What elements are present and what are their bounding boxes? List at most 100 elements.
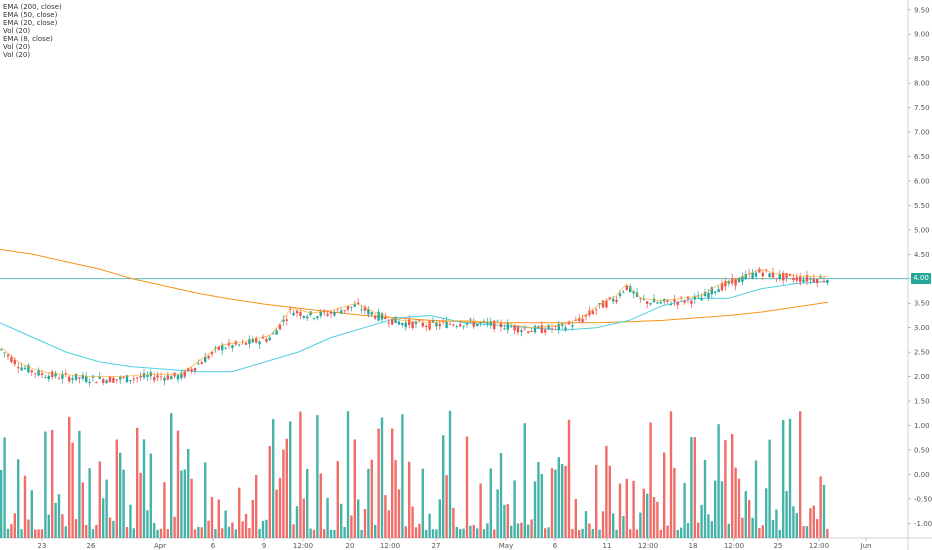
volume-bar (727, 523, 730, 538)
y-tick-label: 6.00 (914, 177, 930, 185)
volume-bar (482, 529, 486, 538)
candle-body (132, 378, 135, 380)
candle-body (129, 380, 132, 382)
legend-ema200[interactable]: EMA (200, close) (3, 3, 62, 11)
candle-body (778, 274, 781, 279)
y-tick-label: 8.50 (914, 55, 930, 63)
volume-bar (479, 483, 482, 538)
candle-body (153, 377, 156, 381)
candle-body (295, 310, 299, 314)
candle-body (615, 299, 618, 302)
volume-bar (326, 497, 329, 538)
volume-bar (663, 452, 666, 538)
volume-bar (278, 477, 282, 538)
candle-body (503, 328, 506, 330)
candle-body (666, 299, 669, 302)
volume-bar (187, 449, 190, 538)
volume-bar (822, 484, 826, 538)
candle-body (183, 371, 186, 377)
indicator-legend: EMA (200, close) EMA (50, close) EMA (20… (3, 3, 62, 59)
volume-bar (217, 499, 220, 538)
candle-body (115, 379, 118, 381)
x-tick-label: 12:00 (724, 542, 744, 550)
volume-bar (476, 528, 479, 538)
volume-bar (448, 410, 452, 538)
volume-bar (438, 499, 441, 538)
y-tick-label: 8.00 (914, 80, 930, 88)
volume-bar (510, 525, 513, 538)
candle-body (741, 276, 744, 282)
volume-bar (731, 433, 734, 538)
candle-body (720, 283, 724, 291)
candle-body (0, 349, 3, 350)
candle-body (574, 319, 577, 321)
y-tick-label: 7.50 (914, 104, 930, 112)
volume-bar (323, 529, 326, 538)
legend-ema8[interactable]: EMA (8, close) (3, 35, 53, 43)
volume-bar (656, 501, 659, 538)
volume-bar (105, 479, 108, 538)
volume-bar (714, 480, 717, 538)
candle-body (74, 373, 78, 380)
candle-body (95, 381, 98, 384)
candle-body (367, 309, 370, 315)
ema20-line (0, 280, 829, 373)
volume-bar (666, 525, 669, 538)
candle-body (438, 324, 441, 327)
candle-body (278, 324, 282, 330)
candle-body (163, 377, 166, 381)
legend-ema20[interactable]: EMA (20, close) (3, 19, 58, 27)
candle-body (493, 320, 496, 330)
candle-body (710, 287, 713, 295)
legend-vol-3[interactable]: Vol (20) (3, 51, 31, 59)
candle-body (71, 378, 74, 381)
volume-bar (102, 498, 105, 538)
volume-bar (765, 488, 768, 538)
y-tick-label: 2.00 (914, 373, 930, 381)
volume-bar (319, 473, 322, 538)
candle-body (731, 278, 734, 284)
volume-bar (588, 523, 591, 538)
y-tick-label: -1.00 (914, 520, 932, 528)
candle-body (350, 306, 353, 308)
volume-bar (397, 489, 401, 538)
volume-bar (54, 502, 57, 538)
volume-bar (690, 437, 693, 538)
volume-bar (302, 498, 305, 538)
volume-bar (176, 430, 180, 538)
volume-bar (445, 475, 448, 538)
volume-bar (795, 513, 798, 538)
volume-bar (333, 529, 336, 538)
candle-body (357, 302, 360, 305)
candle-body (761, 272, 764, 277)
candle-body (714, 291, 717, 293)
volume-bar (6, 528, 10, 538)
volume-bar (282, 449, 285, 538)
y-tick-label: 0.50 (914, 446, 930, 454)
candle-body (108, 376, 112, 383)
volume-bar (469, 525, 472, 538)
candle-body (27, 365, 30, 373)
volume-bar (574, 498, 577, 538)
candle-body (272, 333, 275, 335)
candle-body (13, 359, 16, 365)
volume-bar (598, 529, 601, 538)
volume-bar (455, 526, 458, 538)
volume-bar (550, 468, 554, 538)
candle-body (425, 325, 428, 328)
candle-body (231, 345, 234, 348)
legend-vol-2[interactable]: Vol (20) (3, 43, 31, 51)
y-tick-label: 4.50 (914, 251, 930, 259)
volume-bar (809, 508, 812, 538)
volume-bar (234, 529, 237, 538)
candle-body (68, 376, 71, 382)
legend-vol-1[interactable]: Vol (20) (3, 27, 31, 35)
legend-ema50[interactable]: EMA (50, close) (3, 11, 58, 19)
volume-bar (516, 523, 520, 538)
volume-bar (608, 465, 611, 538)
volume-bar (720, 481, 724, 538)
volume-bar (771, 519, 775, 538)
candle-body (795, 277, 798, 281)
candle-body (156, 375, 159, 378)
